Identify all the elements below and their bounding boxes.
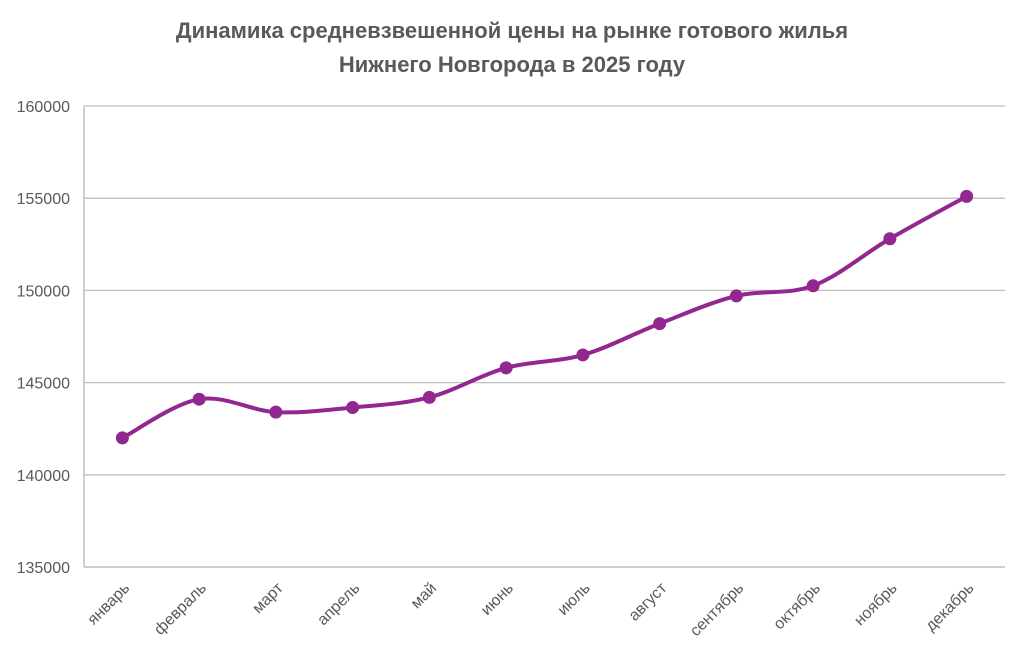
data-point: [269, 405, 283, 419]
x-tick-label: июнь: [478, 580, 517, 619]
x-tick-label: июль: [555, 580, 594, 619]
data-point: [115, 431, 129, 445]
series-line: [120, 194, 969, 440]
data-point: [346, 400, 360, 414]
y-tick-label: 155000: [17, 191, 70, 208]
data-point: [653, 317, 667, 331]
data-point: [499, 361, 513, 375]
data-point: [422, 390, 436, 404]
data-point: [806, 279, 820, 293]
x-tick-label: сентябрь: [687, 580, 747, 640]
y-tick-label: 145000: [17, 376, 70, 393]
x-tick-label: январь: [84, 580, 133, 629]
x-tick-label: март: [249, 579, 287, 617]
chart-title-line1: Динамика средневзвешенной цены на рынке …: [175, 18, 849, 43]
x-tick-label: май: [408, 580, 440, 612]
data-point: [883, 232, 897, 246]
chart-title-line2: Нижнего Новгорода в 2025 году: [338, 52, 686, 77]
y-tick-label: 135000: [17, 560, 70, 577]
data-point: [729, 289, 743, 303]
x-tick-label: август: [626, 579, 671, 624]
y-tick-label: 140000: [17, 468, 70, 485]
x-tick-label: апрель: [314, 580, 363, 629]
x-tick-label: октябрь: [771, 580, 824, 633]
x-tick-label: ноябрь: [851, 580, 900, 629]
y-tick-label: 160000: [17, 99, 70, 116]
data-point: [192, 392, 206, 406]
x-tick-label: февраль: [151, 580, 210, 639]
data-point: [960, 189, 974, 203]
y-tick-label: 150000: [17, 283, 70, 300]
x-tick-label: декабрь: [922, 580, 977, 635]
data-point: [576, 348, 590, 362]
